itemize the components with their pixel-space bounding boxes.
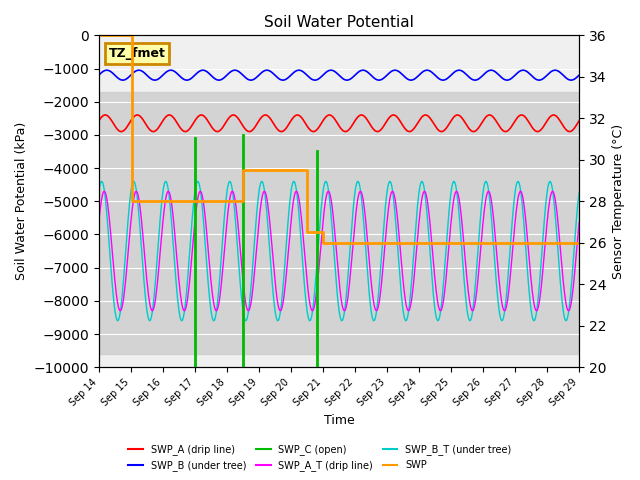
Legend: SWP_A (drip line), SWP_B (under tree), SWP_C (open), SWP_A_T (drip line), SWP_B_: SWP_A (drip line), SWP_B (under tree), S… xyxy=(125,441,515,475)
Y-axis label: Sensor Temperature (°C): Sensor Temperature (°C) xyxy=(612,124,625,279)
X-axis label: Time: Time xyxy=(324,414,355,427)
Bar xyxy=(99,92,579,354)
Y-axis label: Soil Water Potential (kPa): Soil Water Potential (kPa) xyxy=(15,122,28,280)
Title: Soil Water Potential: Soil Water Potential xyxy=(264,15,414,30)
Text: TZ_fmet: TZ_fmet xyxy=(108,47,165,60)
